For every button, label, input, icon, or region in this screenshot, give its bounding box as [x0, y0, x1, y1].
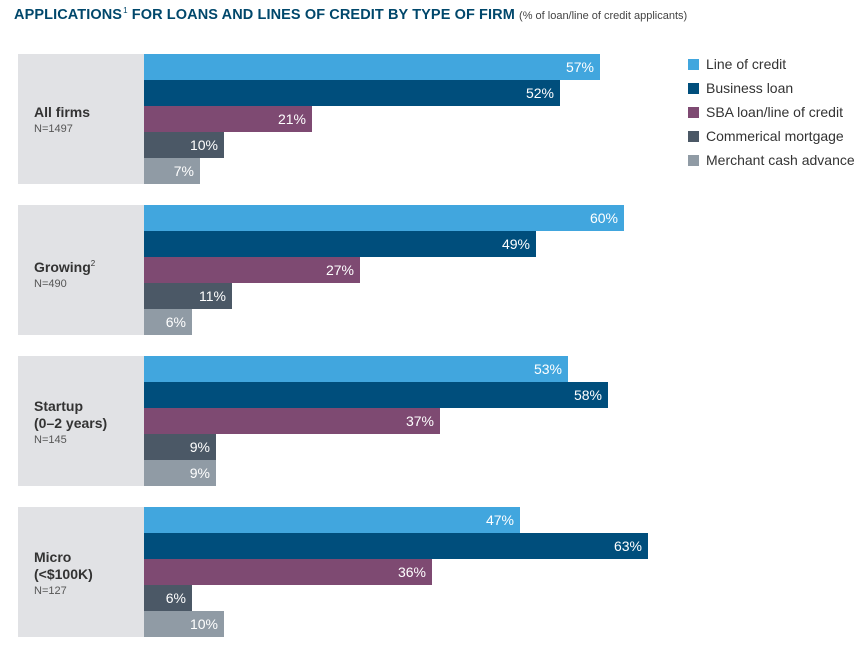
- legend-label: Commerical mortgage: [706, 128, 844, 144]
- group-label: Startup (0–2 years) N=145: [34, 398, 139, 446]
- bar-value-label: 63%: [614, 538, 642, 554]
- group-name: Startup (0–2 years): [34, 397, 108, 431]
- bar: [144, 231, 536, 257]
- group-sample-size: N=490: [34, 278, 67, 290]
- group-panel: [18, 507, 144, 637]
- group-label: Micro (<$100K) N=127: [34, 549, 139, 597]
- group-sample-size: N=127: [34, 584, 67, 597]
- bar: [144, 54, 600, 80]
- bar-value-label: 53%: [534, 361, 562, 377]
- legend-swatch: [688, 154, 699, 166]
- bar-value-label: 9%: [190, 439, 210, 455]
- bar-value-label: 49%: [502, 236, 530, 252]
- bar: [144, 309, 192, 335]
- group-name: All firms: [34, 104, 91, 120]
- group-label: All firms N=1497: [34, 104, 139, 135]
- bar: [144, 283, 232, 309]
- legend-swatch: [688, 106, 699, 118]
- bar: [144, 507, 520, 533]
- bar: [144, 559, 432, 585]
- bar-value-label: 58%: [574, 387, 602, 403]
- bar-value-label: 52%: [526, 85, 554, 101]
- bar: [144, 80, 560, 106]
- bar: [144, 132, 224, 158]
- bar: [144, 434, 216, 460]
- bar-value-label: 11%: [199, 288, 226, 304]
- group-panel: [18, 54, 144, 184]
- chart-title: APPLICATIONS1 FOR LOANS AND LINES OF CRE…: [14, 6, 688, 23]
- bar-value-label: 6%: [166, 590, 186, 606]
- bar: [144, 533, 648, 559]
- legend-label: Line of credit: [706, 56, 787, 72]
- legend-item: SBA loan/line of credit: [688, 100, 855, 124]
- bar: [144, 382, 608, 408]
- legend-item: Business loan: [688, 76, 855, 100]
- group-label: Growing2 N=490: [34, 255, 139, 290]
- bar-value-label: 7%: [174, 163, 194, 179]
- group-panel: [18, 205, 144, 335]
- bar-value-label: 10%: [190, 616, 218, 632]
- legend-label: Business loan: [706, 80, 794, 96]
- group-sample-size: N=1497: [34, 123, 73, 135]
- bar-value-label: 47%: [486, 512, 514, 528]
- legend-item: Merchant cash advance: [688, 148, 855, 172]
- legend-swatch: [688, 58, 699, 70]
- legend-swatch: [688, 130, 699, 142]
- legend-item: Commerical mortgage: [688, 124, 855, 148]
- legend-label: Merchant cash advance: [706, 152, 855, 168]
- bar-value-label: 6%: [166, 314, 186, 330]
- bar: [144, 611, 224, 637]
- bar-value-label: 9%: [190, 465, 210, 481]
- group-name: Micro (<$100K): [34, 548, 93, 582]
- legend-label: SBA loan/line of credit: [706, 104, 843, 120]
- bar: [144, 585, 192, 611]
- legend-swatch: [688, 82, 699, 94]
- bar-value-label: 27%: [326, 262, 354, 278]
- bar: [144, 158, 200, 184]
- bar-value-label: 37%: [406, 413, 434, 429]
- legend: Line of credit Business loan SBA loan/line…: [688, 52, 855, 172]
- bar: [144, 408, 440, 434]
- group-panel: [18, 356, 144, 486]
- bar: [144, 356, 568, 382]
- bar-value-label: 21%: [278, 111, 306, 127]
- bar: [144, 460, 216, 486]
- chart-subtitle: (% of loan/line of credit applicants): [519, 10, 688, 22]
- bar-value-label: 36%: [398, 564, 426, 580]
- bar-value-label: 57%: [566, 59, 594, 75]
- group-sample-size: N=145: [34, 433, 67, 446]
- bar: [144, 257, 360, 283]
- group-name: Growing2: [34, 259, 96, 275]
- bar: [144, 106, 312, 132]
- bar-value-label: 60%: [590, 210, 618, 226]
- bar: [144, 205, 624, 231]
- bar-value-label: 10%: [190, 137, 218, 153]
- legend-item: Line of credit: [688, 52, 855, 76]
